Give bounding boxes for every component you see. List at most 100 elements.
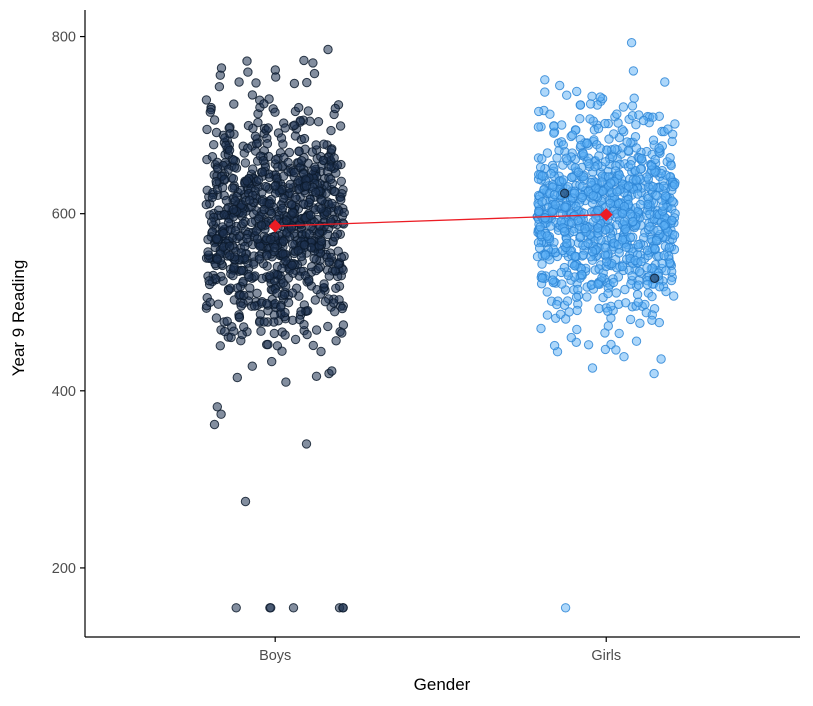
data-point-girls <box>542 231 552 241</box>
data-point-boys <box>327 198 337 209</box>
data-point-girls <box>552 299 562 310</box>
data-point-girls <box>569 188 580 198</box>
data-point-boys <box>244 272 254 282</box>
data-point-boys <box>286 199 297 210</box>
data-point-girls <box>652 191 662 201</box>
data-point-boys <box>326 145 337 155</box>
data-point-girls <box>631 143 642 153</box>
data-point-boys <box>303 106 313 116</box>
data-point-girls <box>545 221 556 231</box>
data-point-girls <box>628 66 639 76</box>
data-point-girls <box>542 310 553 320</box>
data-point-girls <box>638 115 649 126</box>
data-point-boys <box>252 288 262 298</box>
data-point-boys <box>283 298 294 308</box>
data-point-girls <box>667 215 677 226</box>
x-tick-label: Boys <box>259 648 291 664</box>
x-axis-title: Gender <box>414 675 471 694</box>
data-point-girls <box>610 144 620 154</box>
data-point-boys <box>205 107 216 117</box>
data-point-girls <box>572 86 582 97</box>
data-point-boys <box>308 58 318 68</box>
data-point-boys <box>337 328 347 338</box>
data-point-boys <box>211 313 222 323</box>
data-point-boys <box>276 302 286 312</box>
data-point-girls <box>654 143 664 154</box>
data-point-boys <box>278 236 289 246</box>
data-point-boys <box>251 78 261 88</box>
data-point-girls <box>600 225 611 235</box>
data-point-boys <box>211 176 221 187</box>
data-point-boys <box>260 181 271 192</box>
data-point-girls <box>540 213 550 223</box>
data-point-girls <box>587 246 598 257</box>
data-point-girls <box>622 137 632 147</box>
data-point-boys <box>289 167 300 178</box>
data-point-boys <box>296 306 306 317</box>
data-point-girls <box>569 226 579 237</box>
data-point-boys <box>255 309 266 319</box>
y-tick-label: 200 <box>52 561 76 577</box>
data-point-girls <box>612 187 622 197</box>
data-point-girls <box>633 280 644 290</box>
data-point-boys <box>309 68 320 79</box>
data-point-boys <box>213 299 224 309</box>
data-point-boys <box>219 174 230 184</box>
data-point-boys <box>305 116 315 126</box>
data-point-girls <box>555 80 565 91</box>
data-point-boys <box>209 140 219 150</box>
data-point-boys <box>279 289 290 300</box>
data-point-girls <box>665 153 675 163</box>
mean-line <box>275 213 607 227</box>
data-point-girls <box>659 221 669 231</box>
data-point-boys <box>304 229 314 239</box>
data-point-boys <box>224 241 235 252</box>
data-point-girls <box>549 128 559 138</box>
data-point-girls <box>630 132 641 142</box>
data-point-boys <box>230 226 241 236</box>
data-point-girls <box>549 190 560 200</box>
data-point-girls <box>595 92 605 102</box>
data-point-girls <box>634 266 645 277</box>
data-point-girls <box>549 340 560 351</box>
data-point-girls <box>620 224 631 234</box>
data-point-boys <box>203 234 213 245</box>
data-point-boys <box>228 205 239 215</box>
data-point-girls <box>560 202 570 212</box>
data-point-girls <box>617 235 628 245</box>
data-point-boys <box>267 356 277 367</box>
data-point-boys <box>211 127 222 138</box>
data-point-girls <box>585 114 595 124</box>
data-point-girls <box>567 172 577 183</box>
data-point-boys <box>248 164 258 174</box>
data-point-boys <box>248 123 258 134</box>
data-point-girls <box>626 160 636 170</box>
data-point-boys <box>288 268 298 278</box>
data-point-boys <box>323 44 333 55</box>
data-point-boys <box>229 263 239 273</box>
data-point-girls <box>631 175 641 185</box>
data-point-boys <box>310 295 320 305</box>
data-point-boys <box>302 77 312 88</box>
data-point-girls <box>618 102 629 112</box>
data-point-boys <box>219 228 229 239</box>
data-point-girls <box>575 100 585 110</box>
data-point-boys <box>263 339 273 350</box>
data-point-girls <box>664 242 674 253</box>
data-point-girls <box>611 345 621 355</box>
data-point-girls <box>559 226 570 237</box>
data-point-girls <box>648 135 659 145</box>
data-point-boys <box>313 263 323 274</box>
data-point-girls <box>561 153 572 163</box>
data-point-girls <box>588 191 598 201</box>
data-point-girls <box>595 143 605 153</box>
data-point-girls <box>605 198 616 209</box>
data-point-boys <box>206 217 217 227</box>
data-point-girls <box>536 323 546 334</box>
data-point-boys <box>294 102 304 113</box>
data-point-boys <box>278 171 289 181</box>
data-point-boys <box>331 336 341 346</box>
data-point-boys <box>277 203 288 213</box>
